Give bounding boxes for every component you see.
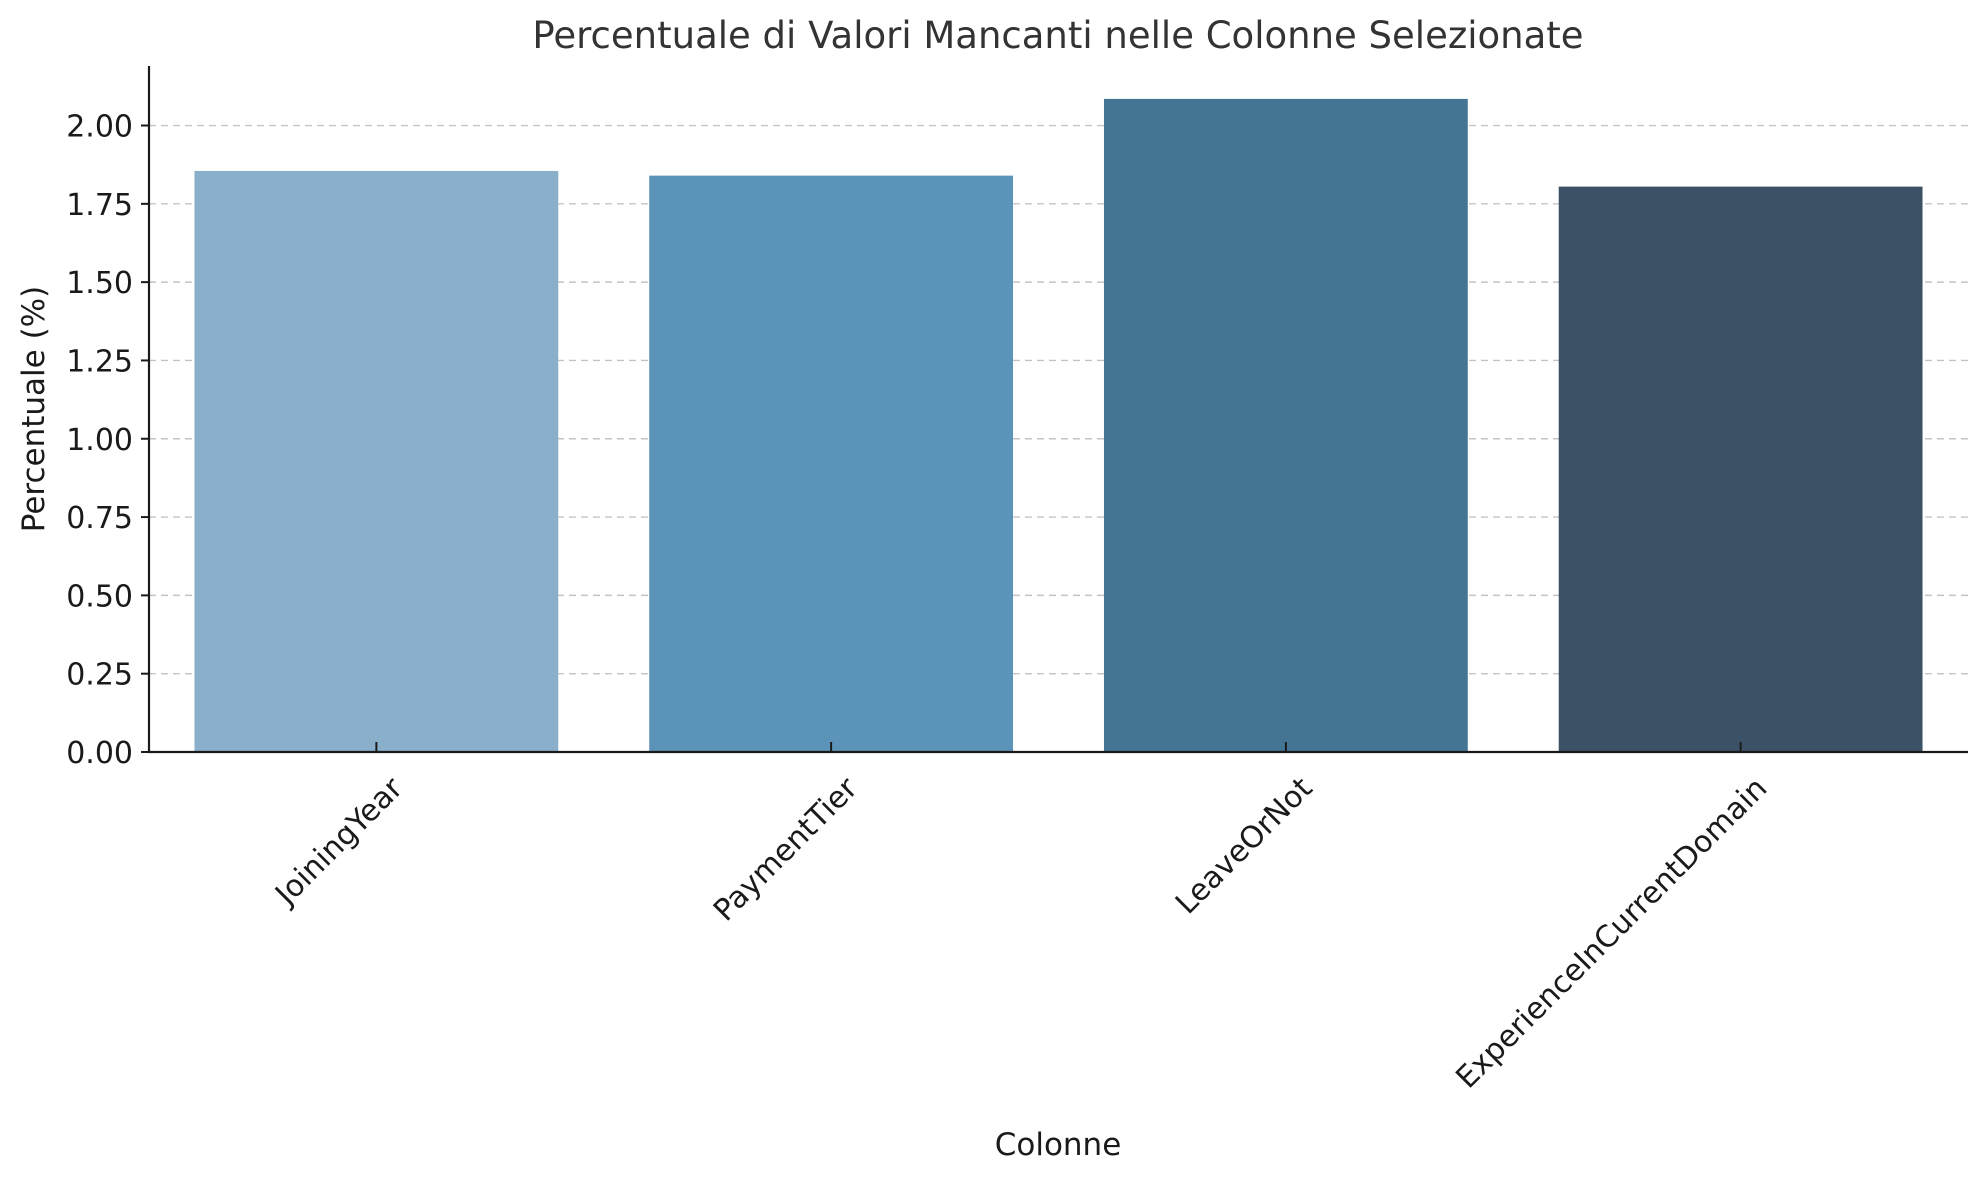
x-axis-label: Colonne (995, 1127, 1122, 1163)
y-tick-label: 1.00 (66, 423, 133, 458)
y-tick-label: 0.25 (66, 658, 133, 693)
axes (147, 66, 1968, 754)
bar-leaveornot (1103, 98, 1468, 753)
y-tick-label: 0.00 (66, 736, 133, 771)
y-tick-label: 1.25 (66, 344, 133, 379)
bar-paymenttier (649, 175, 1014, 752)
y-tick-label: 0.75 (66, 501, 133, 536)
x-tick-label: ExperienceInCurrentDomain (1449, 771, 1774, 1096)
bar-joiningyear (194, 170, 559, 753)
y-tick-label: 0.50 (66, 579, 133, 614)
y-axis-label: Percentuale (%) (16, 286, 52, 532)
x-tick-label: JoiningYear (267, 770, 410, 913)
y-tick-label: 2.00 (66, 110, 133, 145)
y-ticks: 0.00 0.25 0.50 0.75 1.00 1.25 1.50 1.75 2.00 (66, 110, 149, 771)
bar-experienceincurrentdomain (1558, 186, 1923, 753)
x-ticks: JoiningYear PaymentTier LeaveOrNot Experien… (267, 742, 1774, 1096)
x-tick-label: PaymentTier (707, 770, 865, 928)
chart-title: Percentuale di Valori Mancanti nelle Col… (532, 14, 1583, 57)
bars (194, 98, 1923, 753)
y-tick-label: 1.75 (66, 188, 133, 223)
x-tick-label: LeaveOrNot (1169, 771, 1320, 922)
y-tick-label: 1.50 (66, 266, 133, 301)
